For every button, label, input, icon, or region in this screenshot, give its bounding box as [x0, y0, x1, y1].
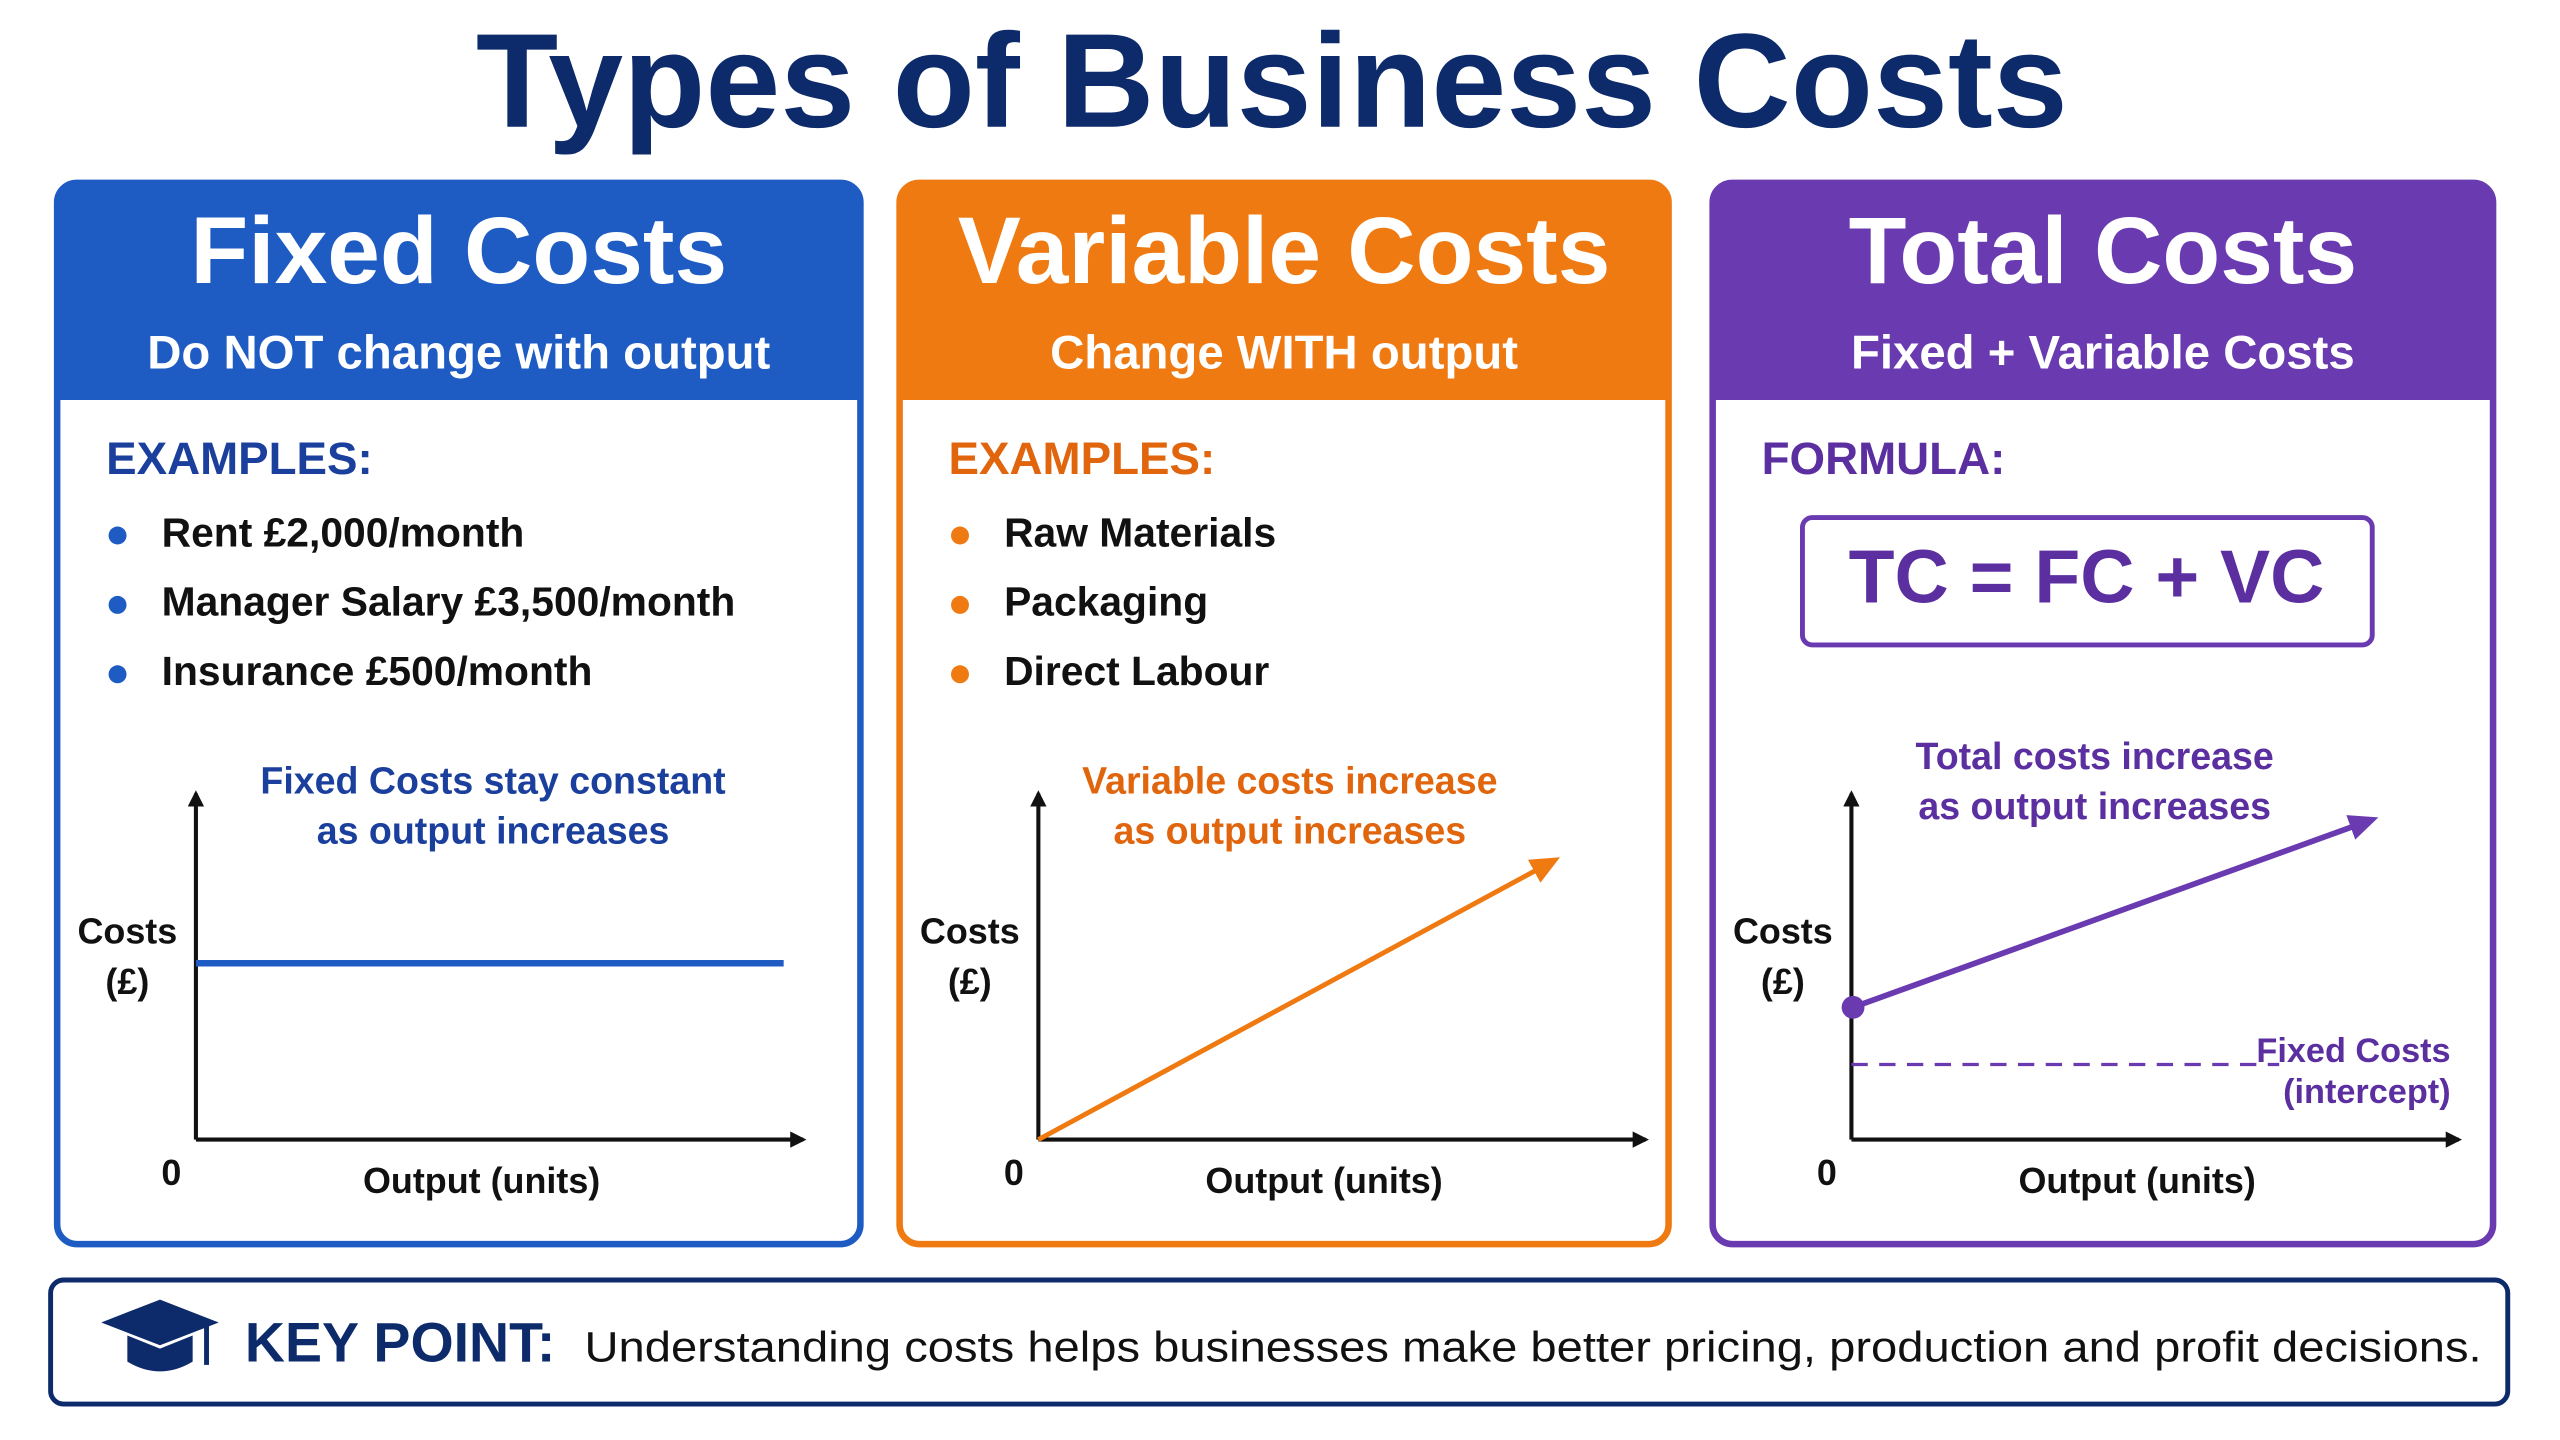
graph-annotation: as output increases [317, 809, 670, 851]
panel-subheading: Do NOT change with output [147, 326, 770, 379]
panel-header [57, 182, 861, 400]
example-item: Direct Labour [1004, 648, 1269, 694]
key-point-text: Understanding costs helps businesses mak… [584, 1323, 2481, 1370]
formula-box [1800, 515, 2375, 648]
graph-annotation: Variable costs increase [1082, 760, 1497, 802]
cost-line [1037, 857, 1561, 1142]
panel-heading: Variable Costs [958, 198, 1611, 304]
y-axis-label: (£) [1761, 961, 1805, 1002]
intercept-label: (intercept) [2283, 1073, 2451, 1111]
panel-heading: Total Costs [1849, 198, 2358, 304]
intercept-dot [1841, 995, 1865, 1019]
graph-annotation: Fixed Costs stay constant [260, 760, 726, 802]
formula: TC = FC + VC [1849, 535, 2325, 619]
section-label: FORMULA: [1762, 433, 2006, 484]
graduation-cap-icon [101, 1299, 219, 1372]
example-item: Raw Materials [1004, 509, 1276, 555]
x-axis-label: Output (units) [1205, 1160, 1442, 1201]
key-point-box [48, 1277, 2511, 1407]
panels: Fixed Costs Do NOT change with output EXAM… [53, 179, 2497, 1248]
panel-header [1712, 182, 2494, 400]
example-item: Rent £2,000/month [162, 509, 525, 555]
y-axis-label: (£) [948, 961, 992, 1002]
graph-annotation: as output increases [1918, 785, 2271, 827]
intercept-label: Fixed Costs [2256, 1032, 2450, 1070]
panel-heading: Fixed Costs [190, 198, 727, 304]
example-item: Manager Salary £3,500/month [162, 579, 736, 625]
page-title: Types of Business Costs [476, 7, 2068, 156]
bullet [108, 665, 127, 684]
section-label: EXAMPLES: [106, 433, 373, 484]
y-axis-label: Costs [920, 910, 1020, 951]
origin-label: 0 [161, 1152, 181, 1193]
bullet [108, 595, 127, 614]
y-axis-label: (£) [105, 961, 149, 1002]
panel-subheading: Change WITH output [1050, 326, 1518, 379]
panel-header [899, 182, 1669, 400]
graph-annotation: Total costs increase [1916, 735, 2274, 777]
example-item: Insurance £500/month [162, 648, 593, 694]
panel-subheading: Fixed + Variable Costs [1851, 326, 2355, 379]
bullet [108, 526, 127, 545]
example-item: Packaging [1004, 579, 1208, 625]
origin-label: 0 [1004, 1152, 1024, 1193]
cost-line [1852, 815, 2379, 1011]
bullet [951, 595, 969, 614]
section-label: EXAMPLES: [949, 433, 1216, 484]
x-axis-label: Output (units) [2018, 1160, 2255, 1201]
y-axis-label: Costs [77, 910, 177, 951]
bullet [951, 526, 969, 545]
bullet [951, 665, 969, 684]
graph-annotation: as output increases [1113, 809, 1466, 851]
y-axis-label: Costs [1733, 910, 1833, 951]
x-axis-label: Output (units) [363, 1160, 600, 1201]
key-point-label: KEY POINT: [245, 1312, 555, 1374]
origin-label: 0 [1817, 1152, 1837, 1193]
